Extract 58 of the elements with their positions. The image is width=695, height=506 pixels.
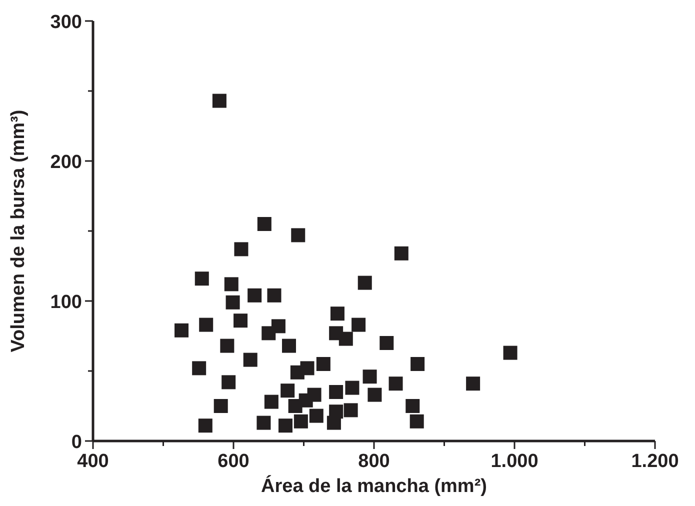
point: [212, 94, 226, 108]
point: [330, 306, 344, 321]
y-axis-title: Volumen de la bursa (mm³): [8, 110, 29, 352]
point: [278, 418, 292, 433]
point: [224, 277, 238, 292]
point: [234, 314, 248, 328]
point: [222, 375, 236, 390]
y-tick-label: 200: [50, 152, 82, 173]
point: [248, 288, 262, 302]
point: [267, 288, 282, 302]
point: [358, 276, 372, 290]
x-tick-label: 800: [358, 451, 390, 472]
x-tick-label: 1.000: [490, 451, 538, 472]
point: [352, 318, 366, 332]
point: [243, 352, 258, 367]
point: [226, 295, 240, 310]
point: [326, 416, 341, 430]
y-tick-label: 0: [71, 432, 82, 453]
point: [291, 228, 306, 242]
point: [192, 361, 206, 376]
point: [362, 370, 377, 384]
point: [290, 365, 304, 380]
point: [309, 408, 324, 423]
point: [394, 246, 408, 260]
point: [338, 332, 353, 346]
point: [388, 376, 403, 391]
point: [368, 388, 382, 402]
point: [380, 336, 394, 350]
point: [214, 399, 228, 413]
point: [264, 394, 278, 409]
y-tick-label: 100: [50, 292, 82, 313]
point: [466, 376, 480, 391]
point: [280, 384, 295, 398]
point: [174, 323, 189, 338]
point: [262, 326, 276, 340]
point: [344, 403, 358, 418]
point: [410, 357, 425, 371]
x-tick-label: 600: [218, 451, 250, 472]
point: [503, 346, 518, 360]
point: [194, 272, 209, 286]
y-tick-label: 300: [50, 12, 82, 33]
point: [288, 399, 302, 413]
x-tick-label: 400: [77, 451, 109, 472]
point: [406, 399, 420, 413]
point: [282, 338, 296, 353]
x-tick-label: 1.200: [631, 451, 679, 472]
point: [345, 380, 360, 395]
point: [410, 414, 424, 428]
point: [294, 414, 308, 428]
point: [329, 385, 344, 399]
point: [199, 318, 214, 332]
point: [198, 418, 212, 433]
x-axis-title: Área de la mancha (mm²): [261, 475, 487, 497]
point: [256, 416, 271, 430]
point: [220, 338, 234, 353]
point: [257, 217, 272, 231]
point: [316, 357, 330, 371]
point: [234, 242, 248, 256]
